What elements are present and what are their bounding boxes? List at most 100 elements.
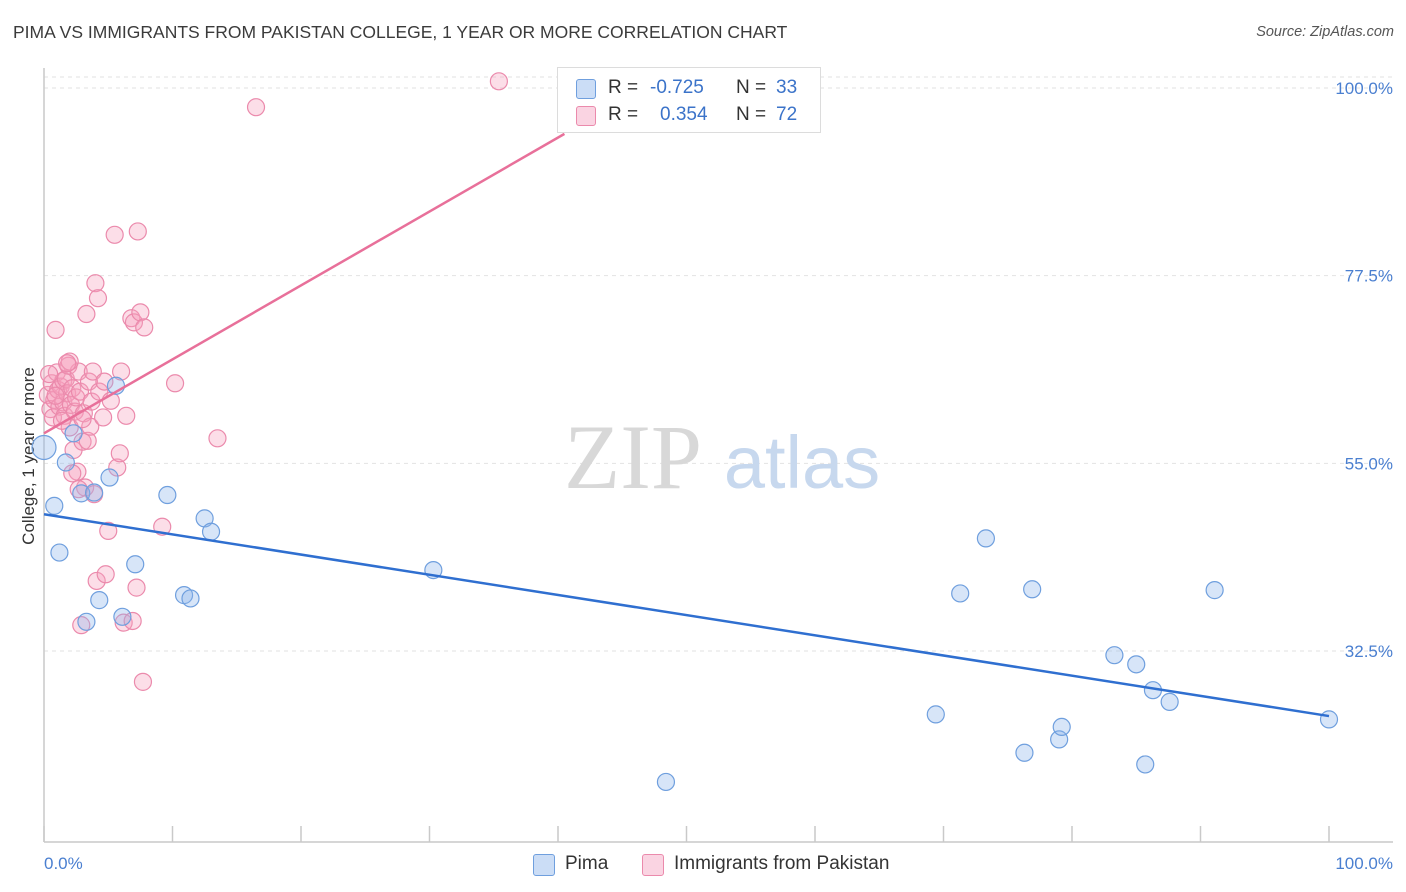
bottom-legend-label-pakistan: Immigrants from Pakistan bbox=[674, 853, 890, 874]
bottom-legend-swatch-pima bbox=[533, 854, 555, 876]
legend-n-value-pakistan: 72 bbox=[776, 104, 798, 125]
pima-point bbox=[181, 589, 200, 608]
chart-title: PIMA VS IMMIGRANTS FROM PAKISTAN COLLEGE… bbox=[13, 22, 788, 42]
pima-point bbox=[1136, 755, 1155, 774]
pakistan-point bbox=[87, 571, 106, 591]
legend-n-value-pima: 33 bbox=[776, 77, 798, 98]
pakistan-point bbox=[111, 362, 131, 381]
legend-n-label-pakistan: N = bbox=[736, 104, 767, 125]
y-tick-label: 32.5% bbox=[1345, 642, 1393, 661]
bottom-legend-pakistan: Immigrants from Pakistan bbox=[642, 852, 922, 878]
pakistan-point bbox=[133, 672, 153, 691]
legend-r-label-pima: R = bbox=[608, 77, 639, 98]
pima-points bbox=[31, 376, 1339, 792]
bottom-legend-swatch-pakistan bbox=[642, 854, 664, 876]
correlation-legend: R = -0.725 N = 33 R = 0.354 N = 72 bbox=[557, 67, 821, 133]
legend-r-value-pakistan: 0.354 bbox=[660, 104, 708, 125]
pakistan-point bbox=[70, 382, 90, 401]
pima-point bbox=[50, 543, 69, 562]
pima-point bbox=[56, 453, 75, 472]
pima-point bbox=[1319, 710, 1339, 729]
pakistan-point bbox=[46, 320, 65, 339]
pima-point bbox=[1105, 646, 1124, 665]
axes bbox=[43, 68, 1393, 843]
pakistan-point bbox=[95, 372, 114, 391]
pakistan-point bbox=[127, 578, 146, 597]
pakistan-point bbox=[135, 318, 154, 337]
pakistan-point bbox=[77, 304, 96, 324]
pakistan-point bbox=[489, 72, 508, 91]
pima-point bbox=[85, 483, 104, 502]
pima-point bbox=[100, 468, 119, 487]
y-tick-label: 55.0% bbox=[1345, 454, 1393, 473]
pakistan-point bbox=[78, 431, 97, 450]
pakistan-point bbox=[81, 417, 100, 436]
pakistan-point bbox=[117, 406, 136, 425]
pakistan-point bbox=[99, 521, 118, 540]
pima-point bbox=[72, 484, 91, 503]
y-tick-labels: 32.5% 55.0% 77.5% 100.0% bbox=[1335, 79, 1393, 661]
pakistan-point bbox=[105, 225, 124, 244]
pakistan-point bbox=[88, 289, 108, 308]
pakistan-trend-line bbox=[43, 132, 566, 435]
pima-point bbox=[31, 434, 57, 461]
pima-point bbox=[951, 584, 970, 603]
pakistan-point bbox=[128, 222, 147, 241]
watermark: ZIP atlas bbox=[564, 406, 880, 508]
trend-lines bbox=[43, 132, 1330, 718]
legend-swatch-pima bbox=[576, 79, 596, 99]
pima-point bbox=[45, 496, 64, 515]
y-axis-label: College, 1 year or more bbox=[19, 367, 38, 545]
pakistan-point bbox=[58, 354, 77, 373]
chart-source: Source: ZipAtlas.com bbox=[1256, 24, 1394, 40]
pakistan-point bbox=[46, 386, 65, 405]
pakistan-point bbox=[72, 616, 91, 635]
pima-point bbox=[90, 591, 109, 610]
pakistan-point bbox=[123, 611, 142, 631]
pima-point bbox=[926, 705, 945, 724]
pima-point bbox=[1052, 717, 1071, 737]
pakistan-point bbox=[131, 303, 150, 322]
pima-point bbox=[113, 607, 132, 626]
pima-point bbox=[656, 772, 676, 792]
pakistan-point bbox=[124, 313, 144, 332]
pima-point bbox=[1127, 655, 1146, 674]
pima-point bbox=[1160, 692, 1179, 711]
pakistan-point bbox=[40, 364, 59, 384]
legend-n-label-pima: N = bbox=[736, 77, 767, 98]
pakistan-point bbox=[165, 374, 185, 393]
x-tick-labels: 0.0% 100.0% bbox=[44, 854, 1393, 873]
x-tick-label-min: 0.0% bbox=[44, 854, 83, 873]
y-tick-label: 100.0% bbox=[1335, 79, 1393, 98]
pakistan-point bbox=[114, 613, 133, 632]
x-tick-label-max: 100.0% bbox=[1335, 854, 1393, 873]
bottom-legend-pima: Pima bbox=[533, 852, 633, 878]
pakistan-point bbox=[86, 274, 105, 293]
pima-point bbox=[1015, 743, 1034, 762]
legend-swatch-pakistan bbox=[576, 106, 596, 126]
pakistan-point bbox=[246, 98, 266, 117]
pakistan-point bbox=[83, 362, 102, 381]
legend-row-pima: R = -0.725 N = 33 bbox=[576, 74, 816, 100]
pima-trend-line bbox=[43, 512, 1330, 718]
pima-point bbox=[158, 485, 177, 505]
pakistan-point bbox=[208, 429, 227, 448]
pakistan-point bbox=[110, 444, 129, 463]
pakistan-points bbox=[38, 72, 508, 691]
pakistan-point bbox=[96, 565, 115, 584]
bottom-legend-label-pima: Pima bbox=[565, 853, 609, 874]
grid-lines bbox=[44, 76, 1393, 652]
legend-r-value-pima: -0.725 bbox=[650, 77, 704, 98]
pakistan-point bbox=[94, 408, 113, 427]
watermark-atlas: atlas bbox=[724, 421, 880, 504]
legend-r-label-pakistan: R = bbox=[608, 104, 639, 125]
pakistan-point bbox=[63, 464, 82, 483]
pima-point bbox=[126, 555, 145, 574]
pima-point bbox=[976, 529, 996, 548]
y-tick-label: 77.5% bbox=[1345, 267, 1393, 286]
pima-point bbox=[1205, 581, 1224, 600]
pima-point bbox=[64, 424, 83, 443]
pima-point bbox=[77, 612, 96, 631]
pima-point bbox=[1023, 580, 1042, 599]
